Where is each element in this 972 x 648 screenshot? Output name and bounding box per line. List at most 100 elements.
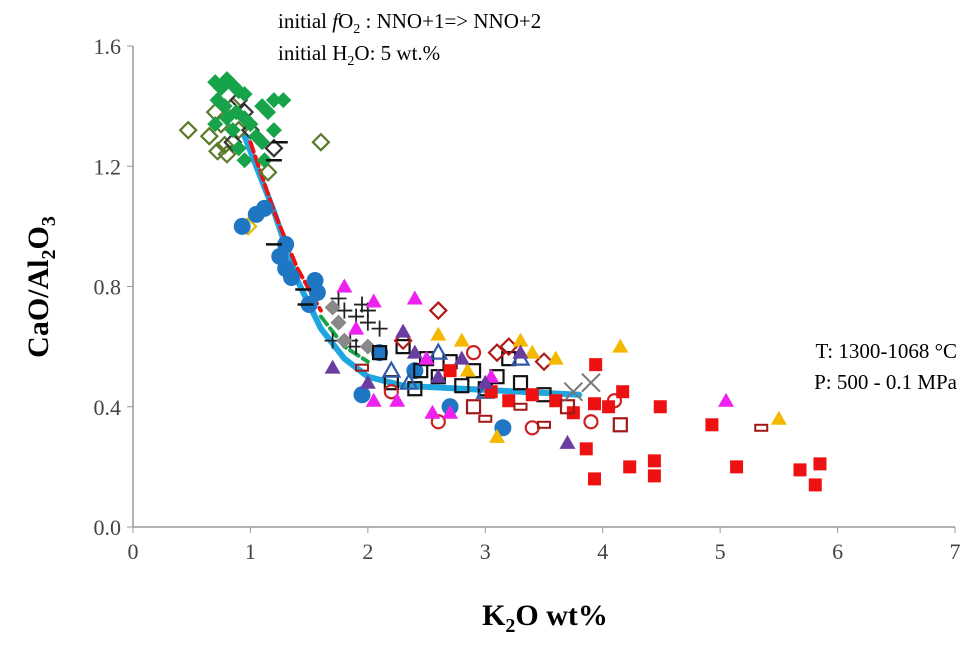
rectangle-point (513, 402, 528, 411)
cross-point (330, 290, 347, 307)
square-point (813, 457, 827, 471)
diamond-point (218, 110, 235, 127)
triangle-point (395, 323, 412, 338)
circle-point (353, 386, 371, 404)
triangle-point (612, 338, 629, 353)
x-tick-label: 6 (832, 539, 843, 564)
rectangle-point (478, 414, 493, 423)
triangle-point (442, 404, 459, 419)
diamond-point (199, 126, 219, 146)
square-point (587, 397, 601, 411)
y-axis-label: CaO/Al2O3 (22, 216, 60, 358)
square-point (502, 394, 516, 408)
diamond-point (215, 135, 235, 155)
diamond-point (178, 120, 198, 140)
triangle-point (324, 359, 341, 374)
diamond-point (359, 338, 376, 355)
diamond-point (207, 141, 228, 161)
square-point (808, 478, 822, 492)
y-tick-label: 0.8 (94, 275, 122, 300)
annotation-h2o: initial H2O: 5 wt.% (278, 41, 440, 69)
triangle-point (418, 350, 435, 365)
y-tick-label: 1.2 (94, 154, 122, 179)
triangle-point (406, 290, 423, 305)
diamond-point (216, 98, 233, 115)
x-tick-label: 3 (480, 539, 491, 564)
triangle-point (365, 293, 382, 308)
diamond-point (428, 300, 448, 321)
x-tick-label: 4 (597, 539, 608, 564)
triangle-point (524, 344, 541, 359)
diamond-point (224, 122, 241, 139)
diamond-point (236, 86, 253, 103)
square-point (443, 364, 457, 378)
triangle-point (512, 332, 529, 347)
triangle-point (430, 326, 447, 341)
x-point (563, 382, 584, 402)
square-point (616, 385, 630, 399)
diamond-point (534, 352, 554, 372)
triangle-point (453, 332, 470, 347)
rectangle-point (354, 363, 369, 372)
triangle-point (489, 428, 506, 443)
circle-point (256, 199, 274, 217)
diamond-point (265, 92, 282, 109)
square-point (579, 442, 593, 456)
square-point (647, 469, 661, 483)
diamond-point (487, 343, 507, 363)
triangle-point (430, 368, 447, 383)
diamond-point (393, 331, 413, 351)
diamond-point (242, 116, 259, 133)
circle-point (233, 217, 251, 235)
square-point (395, 339, 411, 355)
square-point (730, 460, 744, 474)
square-point (559, 399, 576, 415)
triangle-point (459, 362, 476, 377)
square-point (623, 460, 637, 474)
square-point (793, 463, 807, 477)
triangle-point (547, 350, 564, 365)
rectangle-point (754, 423, 769, 432)
diamond-point (254, 134, 271, 151)
circle-point (271, 247, 289, 265)
diamond-point (330, 314, 347, 331)
x-point (581, 372, 601, 393)
square-point (372, 345, 388, 361)
cross-point (371, 320, 388, 337)
diamond-point (275, 92, 292, 109)
circle-point (371, 344, 389, 362)
square-point (589, 358, 603, 372)
square-point (705, 418, 719, 432)
triangle-point (559, 434, 576, 449)
triangle-point (428, 342, 449, 360)
annotation-fo2: initial fO2 : NNO+1=> NNO+2 (278, 9, 541, 37)
triangle-point (453, 350, 470, 365)
diamond-point (324, 299, 341, 316)
y-tick-label: 0.0 (94, 515, 122, 540)
x-tick-label: 0 (128, 539, 139, 564)
triangle-point (365, 392, 382, 407)
circle-point (524, 420, 540, 436)
data-points (178, 71, 827, 492)
square-point (602, 400, 616, 414)
diamond-point (230, 140, 247, 157)
cross-point (336, 302, 353, 319)
triangle-point (424, 404, 441, 419)
diamond-point (258, 162, 278, 182)
triangle-point (381, 360, 402, 378)
annotation-pressure: P: 500 - 0.1 MPa (814, 370, 958, 394)
triangle-point (718, 392, 735, 407)
square-point (647, 454, 661, 468)
triangle-point (512, 344, 529, 359)
x-tick-label: 7 (950, 539, 961, 564)
square-point (512, 375, 529, 391)
square-point (549, 394, 563, 408)
square-point (465, 399, 482, 415)
circle-point (283, 268, 301, 286)
square-point (612, 417, 628, 433)
diamond-point (311, 132, 331, 152)
diamond-point (260, 104, 277, 121)
square-point (525, 388, 539, 402)
square-point (587, 472, 601, 486)
